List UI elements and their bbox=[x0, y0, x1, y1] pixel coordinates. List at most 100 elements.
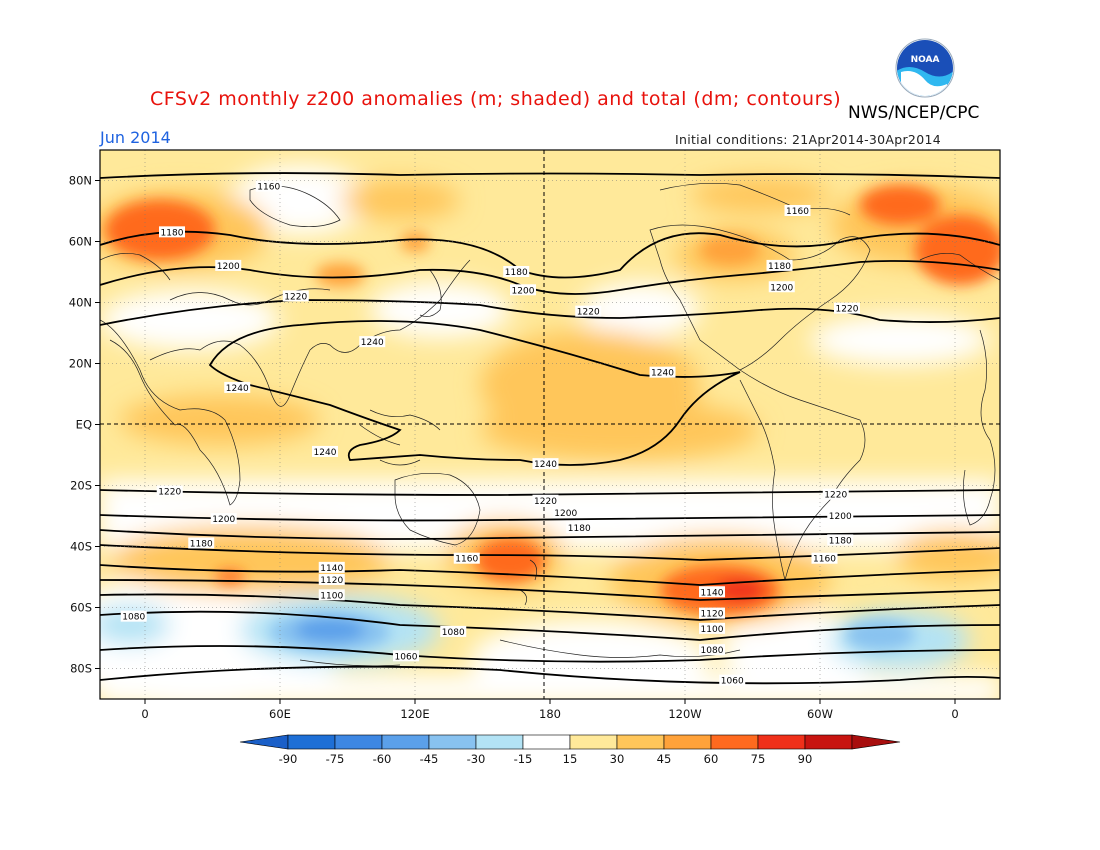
colorbar-box bbox=[663, 734, 712, 750]
lon-label: 60W bbox=[807, 707, 833, 721]
contour-label: 1200 bbox=[827, 510, 854, 522]
colorbar-box bbox=[569, 734, 618, 750]
contour-label: 1160 bbox=[811, 552, 838, 565]
colorbar-box bbox=[287, 734, 336, 750]
contour-label: 1220 bbox=[575, 305, 602, 318]
contour-label: 1180 bbox=[827, 534, 854, 546]
lat-label: 80S bbox=[70, 662, 92, 676]
colorbar-box bbox=[522, 734, 571, 750]
contour-label: 1200 bbox=[768, 281, 795, 293]
lat-label: 40S bbox=[70, 540, 92, 554]
svg-text:1140: 1140 bbox=[320, 564, 343, 574]
svg-text:1100: 1100 bbox=[320, 591, 343, 601]
contour-label: 1240 bbox=[359, 336, 386, 348]
svg-text:1180: 1180 bbox=[190, 539, 213, 549]
svg-text:1220: 1220 bbox=[836, 305, 859, 315]
forecast-month: Jun 2014 bbox=[100, 128, 171, 147]
contour-label: 1180 bbox=[566, 522, 593, 534]
svg-text:1200: 1200 bbox=[512, 286, 535, 296]
lon-label: 180 bbox=[539, 707, 561, 721]
contour-label: 1220 bbox=[282, 290, 309, 302]
contour-label: 1160 bbox=[453, 552, 480, 565]
contour-label: 1240 bbox=[649, 366, 676, 379]
lat-label: 20S bbox=[70, 479, 92, 493]
contour-label: 1220 bbox=[834, 302, 860, 315]
colorbar-label: -60 bbox=[373, 752, 392, 766]
contour-label: 1060 bbox=[393, 650, 419, 662]
colorbar-box bbox=[804, 734, 853, 750]
colorbar-label: -45 bbox=[420, 752, 439, 766]
svg-text:1160: 1160 bbox=[455, 555, 478, 565]
svg-text:1120: 1120 bbox=[701, 610, 724, 620]
colorbar-label: 75 bbox=[751, 752, 766, 766]
contour-label: 1220 bbox=[532, 494, 559, 507]
contour-label: 1080 bbox=[120, 610, 147, 623]
svg-text:1180: 1180 bbox=[568, 524, 591, 534]
contour-label: 1180 bbox=[503, 266, 530, 278]
contour-label: 1160 bbox=[255, 180, 282, 193]
contour-label: 1080 bbox=[699, 644, 725, 656]
colorbar-box bbox=[428, 734, 477, 750]
axis-ticks: 80N 60N 40N 20N EQ 20S 40S 60S 80S 0 60E 120E 180 120… bbox=[69, 174, 959, 722]
contour-label: 1180 bbox=[188, 537, 215, 549]
contour-label: 1120 bbox=[318, 574, 345, 586]
coastlines bbox=[100, 183, 1000, 667]
contour-label: 1200 bbox=[210, 513, 237, 525]
colorbar-boxes bbox=[239, 734, 901, 750]
svg-text:1100: 1100 bbox=[701, 625, 724, 635]
contour-label: 1180 bbox=[766, 259, 793, 272]
svg-text:1200: 1200 bbox=[212, 515, 235, 525]
contour-label: 1100 bbox=[699, 622, 725, 635]
svg-text:1220: 1220 bbox=[284, 292, 307, 302]
svg-text:1200: 1200 bbox=[554, 509, 577, 519]
svg-text:1220: 1220 bbox=[824, 491, 847, 501]
colorbar-box bbox=[710, 734, 759, 750]
lon-label: 0 bbox=[141, 707, 148, 721]
colorbar-high-arrow bbox=[851, 734, 901, 750]
noaa-logo-text: NOAA bbox=[911, 55, 940, 65]
svg-text:1160: 1160 bbox=[813, 555, 836, 565]
lat-label: 40N bbox=[69, 296, 92, 310]
contour-label: 1120 bbox=[699, 607, 725, 620]
svg-text:1080: 1080 bbox=[122, 613, 145, 623]
svg-text:1060: 1060 bbox=[721, 677, 744, 687]
contour-label: 1240 bbox=[532, 458, 559, 470]
contour-label: 1240 bbox=[224, 381, 251, 394]
colorbar-box bbox=[475, 734, 524, 750]
contour-label: 1060 bbox=[719, 674, 746, 687]
colorbar-label: -75 bbox=[326, 752, 345, 766]
colorbar-labels: -90 -75 -60 -45 -30 -15 15 30 45 60 75 90 bbox=[279, 752, 813, 766]
contour-label: 1200 bbox=[510, 284, 536, 296]
svg-text:1200: 1200 bbox=[217, 262, 240, 272]
svg-text:1060: 1060 bbox=[395, 652, 418, 662]
svg-text:1080: 1080 bbox=[701, 646, 724, 656]
lat-label: EQ bbox=[76, 418, 92, 432]
colorbar-box bbox=[381, 734, 430, 750]
colorbar-label: -30 bbox=[467, 752, 486, 766]
svg-text:1200: 1200 bbox=[770, 283, 793, 293]
contour-label: 1220 bbox=[822, 488, 849, 501]
svg-text:1240: 1240 bbox=[534, 460, 557, 470]
lon-label: 120E bbox=[400, 707, 429, 721]
contour-label: 1080 bbox=[440, 625, 467, 638]
svg-text:1180: 1180 bbox=[161, 228, 184, 238]
svg-text:1240: 1240 bbox=[314, 448, 337, 458]
colorbar-label: 15 bbox=[563, 752, 578, 766]
noaa-logo: NOAA bbox=[895, 38, 955, 98]
colorbar-label: -90 bbox=[279, 752, 298, 766]
svg-text:1200: 1200 bbox=[829, 512, 852, 522]
contour-label: 1100 bbox=[318, 589, 345, 601]
lat-label: 60N bbox=[69, 235, 92, 249]
contour-label: 1180 bbox=[159, 226, 185, 238]
colorbar-low-arrow bbox=[239, 734, 289, 750]
svg-text:1220: 1220 bbox=[577, 308, 600, 318]
agency-label: NWS/NCEP/CPC bbox=[848, 103, 980, 123]
colorbar-label: 30 bbox=[610, 752, 625, 766]
map-title: CFSv2 monthly z200 anomalies (m; shaded)… bbox=[150, 88, 842, 110]
lat-label: 60S bbox=[70, 601, 92, 615]
colorbar-label: 60 bbox=[704, 752, 719, 766]
contour-labels: 1160 1160 1180 1180 1180 1200 1200 1200 1220 1220… bbox=[120, 180, 860, 687]
lat-label: 20N bbox=[69, 357, 92, 371]
contour-label: 1200 bbox=[215, 259, 242, 272]
